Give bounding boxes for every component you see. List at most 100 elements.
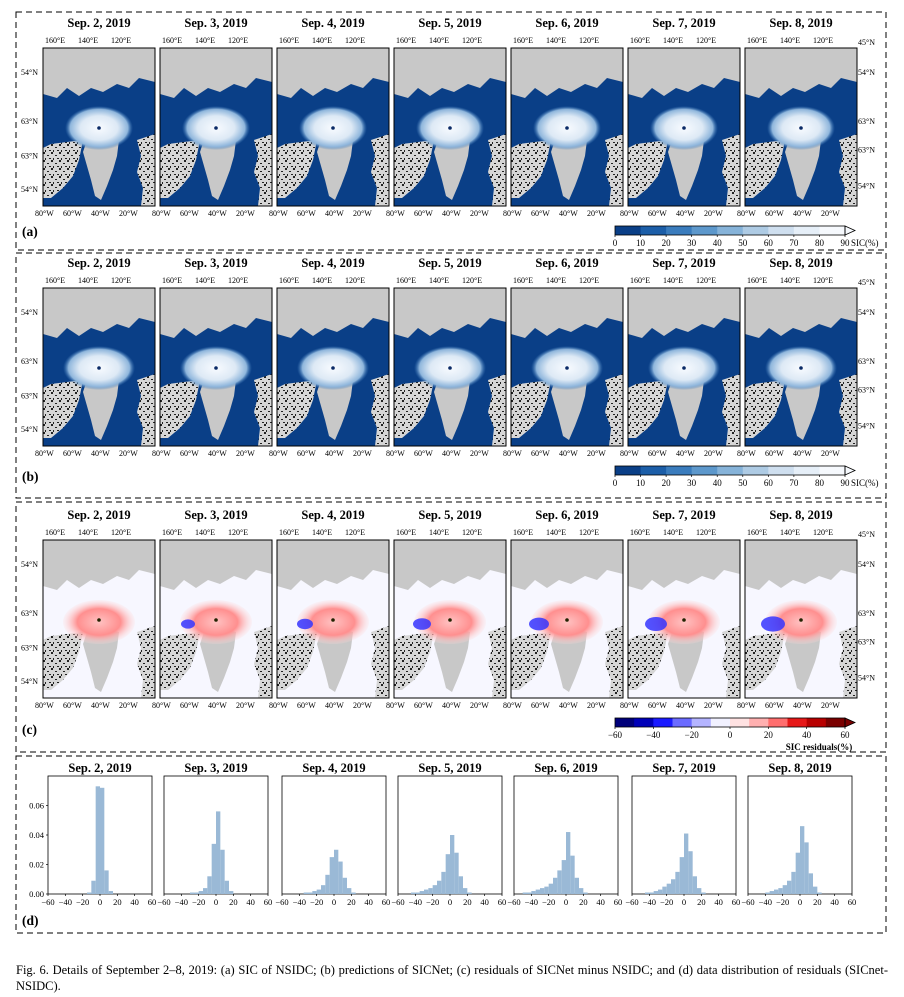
colorbar-tick-label: 50 [738,238,748,248]
map-land-east [722,374,740,446]
lon-label-bottom: 60°W [297,449,316,458]
colorbar-segment [742,226,769,235]
residual-colorbar-c: −60 −40 −20 0 20 40 60 SIC residuals(%) [608,717,856,752]
histogram-x-tick-label: −40 [175,897,188,907]
lon-label-top: 160°E [513,528,533,537]
histogram-bar [303,892,308,894]
map-land-north [745,288,857,338]
panel-frame [15,252,887,499]
map-archipelago [745,140,785,198]
lon-label-top: 140°E [78,276,98,285]
map-archipelago [277,632,317,690]
lon-label-bottom: 20°W [470,449,489,458]
histogram-bar [813,886,818,894]
histogram-bar [87,892,92,894]
histogram-bar [778,888,783,894]
histogram-x-tick-label: −20 [426,897,439,907]
lon-label-bottom: 80°W [386,209,405,218]
histogram-x-tick-label: 60 [148,897,157,907]
histogram-bar [229,891,234,894]
map-pole [799,126,803,130]
map-date-title: Sep. 7, 2019 [652,508,715,522]
histogram-bar [338,861,343,894]
colorbar-segment [768,226,795,235]
map-archipelago [160,380,200,438]
lon-label-bottom: 40°W [676,449,695,458]
sic-map [744,47,858,207]
map-archipelago [628,380,668,438]
colorbar-tick-label: 90 [841,238,851,248]
lon-label-bottom: 20°W [470,209,489,218]
map-land-east [605,134,623,206]
map-negative-residual [529,617,549,631]
map-greenland [317,136,353,200]
histogram-x-tick-label: 40 [364,897,373,907]
map-greenland [668,376,704,440]
lon-label-bottom: 20°W [119,449,138,458]
map-greenland [551,628,587,692]
map-land-east [371,134,389,206]
histogram-bar [679,857,684,894]
lon-label-bottom: 60°W [297,209,316,218]
lon-label-bottom: 80°W [269,449,288,458]
lon-label-bottom: 60°W [648,209,667,218]
map-greenland [317,628,353,692]
histogram-bar [544,886,549,894]
histogram-x-tick-label: −20 [76,897,89,907]
lon-label-top: 160°E [630,276,650,285]
lon-label-top: 120°E [228,528,248,537]
map-pole [97,366,101,370]
lat-label-right: 54°N [858,182,875,191]
map-date-title: Sep. 6, 2019 [535,508,598,522]
lon-label-top: 160°E [747,528,767,537]
lon-label-bottom: 20°W [236,209,255,218]
histogram-bar [540,888,545,894]
histogram-bar [774,889,779,894]
colorbar-segment [634,718,654,727]
map-residual-pattern [63,600,135,644]
colorbar-segment [666,466,693,475]
colorbar-segment [819,466,846,475]
lon-label-bottom: 20°W [587,449,606,458]
map-land-east [137,134,155,206]
histogram-x-tick-label: 60 [848,897,857,907]
histogram-bar [325,874,330,894]
lon-label-bottom: 20°W [704,701,723,710]
lon-label-top: 120°E [813,528,833,537]
lat-label-right: 45°N [858,278,875,287]
lon-label-bottom: 40°W [325,209,344,218]
colorbar-tick-label: 20 [764,730,774,740]
histogram-panel: Sep. 4, 2019 −60 −40 −20 0 20 40 60 [275,761,390,907]
lon-label-bottom: 60°W [648,701,667,710]
lon-label-top: 140°E [780,36,800,45]
map-residual-pattern [297,600,369,644]
lon-label-top: 120°E [813,276,833,285]
map-greenland [785,136,821,200]
colorbar-tick-label: 0 [613,478,618,488]
map-border [510,539,624,699]
lon-label-top: 120°E [228,36,248,45]
map-land-east [605,626,623,698]
histogram-bar [658,889,663,894]
histogram-bar [224,880,229,894]
lon-label-bottom: 80°W [386,449,405,458]
map-land-east [254,374,272,446]
lon-label-bottom: 40°W [325,449,344,458]
histogram-x-tick-label: −60 [741,897,754,907]
map-greenland [785,376,821,440]
histogram-bar [791,871,796,894]
sic-map [510,47,624,207]
map-date-title: Sep. 7, 2019 [652,16,715,30]
residual-map [627,539,741,699]
lon-label-bottom: 40°W [91,449,110,458]
map-land-east [254,134,272,206]
colorbar-border [614,465,846,476]
histogram-x-tick-label: −20 [660,897,673,907]
lon-label-bottom: 80°W [620,449,639,458]
lon-label-bottom: 20°W [704,209,723,218]
histogram-bar [795,852,800,894]
map-pole [97,618,101,622]
map-negative-residual [645,617,667,631]
histogram-panel: Sep. 2, 2019 −60 −40 −20 0 20 40 60 0.00 0.02 0.04… [29,761,156,907]
histogram-bar [671,879,676,894]
